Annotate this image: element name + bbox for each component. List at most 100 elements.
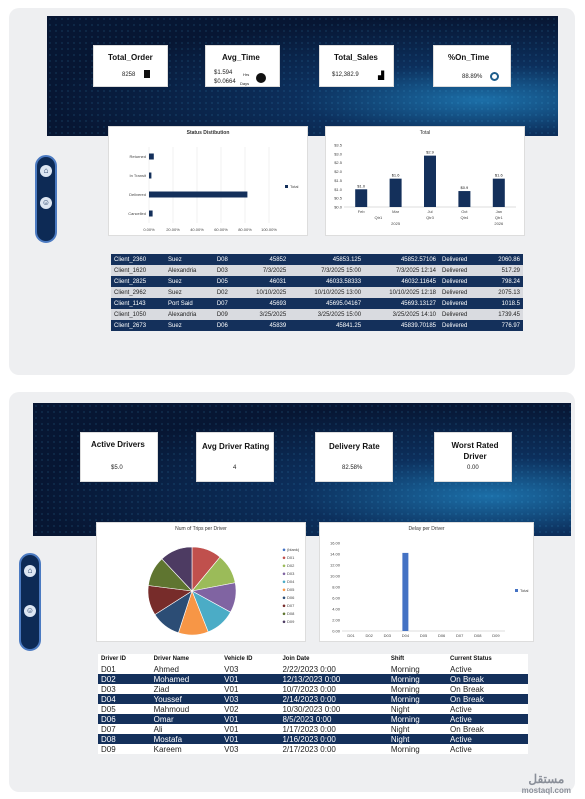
legend-swatch	[515, 589, 518, 592]
table-cell: 45695.04167	[289, 298, 365, 309]
table-cell: D05	[98, 704, 151, 714]
table-cell: 2075.13	[483, 287, 523, 298]
clock-icon	[256, 73, 266, 83]
table-row[interactable]: Client_1620 Alexandria D03 7/3/2025 7/3/2025…	[111, 265, 523, 276]
group-label: Qtr4	[461, 215, 470, 220]
y-tick-label: $1.5	[334, 178, 343, 183]
y-tick-label: 8.00	[332, 585, 341, 590]
x-tick-label: 60.00%	[214, 227, 228, 232]
table-cell: 7/3/2025 12:14	[364, 265, 440, 276]
column-header[interactable]: Driver Name	[150, 654, 222, 664]
y-tick-label: $2.0	[334, 169, 343, 174]
table-cell: Alexandria	[165, 309, 214, 320]
total-bar	[492, 178, 505, 207]
kpi-title: Worst Rated Driver	[451, 441, 499, 461]
home-icon[interactable]: ⌂	[24, 565, 36, 577]
legend-swatch	[282, 548, 286, 552]
y-tick-label: $1.0	[334, 187, 343, 192]
x-tick-label: 100.00%	[261, 227, 277, 232]
x-tick-label: Feb	[358, 209, 366, 214]
table-row[interactable]: Client_2825 Suez D05 46031 46033.58333 46032.…	[111, 276, 523, 287]
table-row[interactable]: Client_2673 Suez D06 45839 45841.25 45839.701…	[111, 320, 523, 331]
x-tick-label: 40.00%	[190, 227, 204, 232]
table-cell: D05	[213, 276, 239, 287]
table-cell: 45853.125	[289, 254, 365, 265]
table-row[interactable]: Client_2962 Suez D02 10/10/2025 10/10/2025 1…	[111, 287, 523, 298]
table-cell: 2/22/2023 0:00	[279, 664, 388, 674]
data-label: $2.9	[426, 150, 435, 155]
legend-label: D02	[287, 563, 295, 568]
table-cell: 45839.70185	[364, 320, 440, 331]
table-cell: 7/3/2025	[238, 265, 290, 276]
category-label: Cancelled	[128, 211, 146, 216]
orders-table: Client_2360 Suez D08 45852 45853.125 45852.57…	[111, 254, 523, 331]
table-row[interactable]: D07 Ali V01 1/17/2023 0:00 Night On Break	[98, 724, 528, 734]
table-row[interactable]: Client_2360 Suez D08 45852 45853.125 45852.57…	[111, 254, 523, 265]
bar-chart-icon: ▟	[378, 71, 385, 80]
table-cell: 3/25/2025 15:00	[289, 309, 365, 320]
table-cell: D08	[213, 254, 239, 265]
delay-chart-svg: 16.00 14.00 12.00 10.00 8.00 6.00 4.00 2.00 0.00…	[330, 541, 529, 639]
column-header[interactable]: Driver ID	[98, 654, 151, 664]
table-cell: D06	[213, 320, 239, 331]
table-row[interactable]: D02 Mohamed V01 12/13/2023 0:00 Morning On Br…	[98, 674, 528, 684]
table-cell: Morning	[387, 684, 448, 694]
table-row[interactable]: D05 Mahmoud V02 10/30/2023 0:00 Night Active	[98, 704, 528, 714]
table-row[interactable]: Client_1143 Port Said D07 45693 45695.04167 4…	[111, 298, 523, 309]
table-row[interactable]: D03 Ziad V01 10/7/2023 0:00 Morning On Break	[98, 684, 528, 694]
y-tick-label: 0.00	[332, 629, 341, 634]
category-label: Delivered	[129, 192, 146, 197]
table-cell: Active	[447, 734, 528, 744]
table-cell: Youssef	[150, 694, 222, 704]
sidebar-nav: ⌂ ☺	[19, 553, 41, 651]
table-cell: Night	[387, 724, 448, 734]
kpi-value: 88.89%	[462, 74, 483, 80]
column-header[interactable]: Current Status	[447, 654, 528, 664]
table-cell: Delivered	[439, 298, 484, 309]
kpi-value: 82.58%	[342, 465, 363, 471]
x-tick-label: Mar	[392, 209, 400, 214]
home-icon[interactable]: ⌂	[40, 165, 52, 177]
table-cell: D02	[98, 674, 151, 684]
column-header[interactable]: Join Date	[279, 654, 388, 664]
table-row[interactable]: D04 Youssef V03 2/14/2023 0:00 Morning On Bre…	[98, 694, 528, 704]
y-tick-label: 10.00	[330, 574, 341, 579]
table-row[interactable]: D01 Ahmed V03 2/22/2023 0:00 Morning Active	[98, 664, 528, 674]
table-cell: Ali	[150, 724, 222, 734]
data-label: $1.0	[357, 183, 366, 188]
table-cell: 10/30/2023 0:00	[279, 704, 388, 714]
table-cell: V01	[221, 684, 280, 694]
target-icon	[490, 72, 499, 81]
table-row[interactable]: D09 Kareem V03 2/17/2023 0:00 Morning Active	[98, 744, 528, 754]
table-cell: 10/10/2025	[238, 287, 290, 298]
table-cell: D01	[98, 664, 151, 674]
table-row[interactable]: D08 Mostafa V01 1/16/2023 0:00 Night Active	[98, 734, 528, 744]
year-label: 2025	[391, 221, 401, 226]
document-icon	[144, 70, 150, 78]
column-header[interactable]: Shift	[387, 654, 448, 664]
kpi-sub-value: $0.0664	[214, 79, 236, 85]
table-cell: Delivered	[439, 309, 484, 320]
table-cell: 1/16/2023 0:00	[279, 734, 388, 744]
column-header[interactable]: Vehicle ID	[221, 654, 280, 664]
user-icon[interactable]: ☺	[24, 605, 36, 617]
table-cell: 3/25/2025 14:10	[364, 309, 440, 320]
table-cell: D06	[98, 714, 151, 724]
table-row[interactable]: Client_1050 Alexandria D09 3/25/2025 3/25/20…	[111, 309, 523, 320]
table-cell: 1/17/2023 0:00	[279, 724, 388, 734]
table-cell: On Break	[447, 684, 528, 694]
legend-swatch	[282, 620, 286, 624]
legend-label: D08	[287, 611, 295, 616]
table-cell: V01	[221, 674, 280, 684]
table-cell: On Break	[447, 724, 528, 734]
table-cell: 10/10/2025 12:18	[364, 287, 440, 298]
group-label: Qtr1	[495, 215, 504, 220]
data-label: $1.6	[392, 173, 401, 178]
user-icon[interactable]: ☺	[40, 197, 52, 209]
status-bar	[149, 191, 248, 198]
legend-swatch	[282, 556, 286, 560]
status-bar	[149, 210, 153, 217]
legend-label: D06	[287, 595, 295, 600]
table-row[interactable]: D06 Omar V01 8/5/2023 0:00 Morning Active	[98, 714, 528, 724]
kpi-card-avg-time: Avg_Time $1.594 $0.0664 Hrs Days	[205, 45, 280, 87]
